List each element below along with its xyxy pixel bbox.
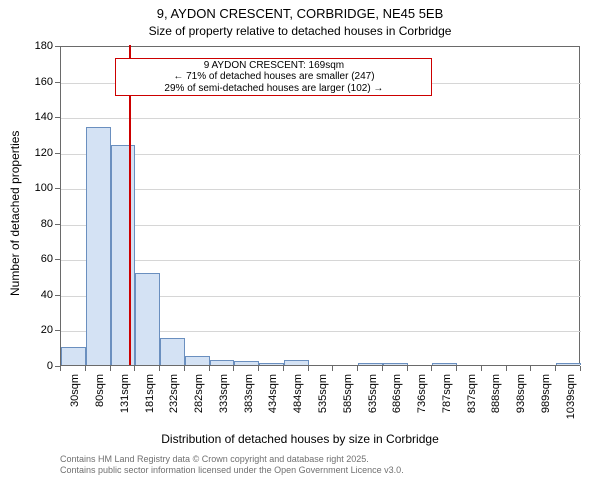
y-tick-mark <box>55 46 60 47</box>
y-tick-label: 20 <box>25 324 53 336</box>
plot-area: 9 AYDON CRESCENT: 169sqm← 71% of detache… <box>60 46 580 366</box>
x-tick-mark <box>580 366 581 371</box>
x-tick-mark <box>134 366 135 371</box>
footer-line1: Contains HM Land Registry data © Crown c… <box>60 454 404 465</box>
x-tick-mark <box>233 366 234 371</box>
x-tick-mark <box>357 366 358 371</box>
x-tick-label: 383sqm <box>243 374 255 413</box>
histogram-bar <box>210 360 235 365</box>
y-tick-label: 160 <box>25 76 53 88</box>
histogram-bar <box>432 363 457 365</box>
annotation-line2: ← 71% of detached houses are smaller (24… <box>119 71 428 83</box>
x-tick-mark <box>407 366 408 371</box>
y-tick-mark <box>55 153 60 154</box>
histogram-bar <box>556 363 581 365</box>
x-tick-mark <box>308 366 309 371</box>
x-tick-label: 736sqm <box>416 374 428 413</box>
x-tick-mark <box>456 366 457 371</box>
y-tick-label: 100 <box>25 182 53 194</box>
x-tick-mark <box>431 366 432 371</box>
histogram-bar <box>234 361 259 365</box>
gridline <box>61 118 581 119</box>
x-tick-mark <box>481 366 482 371</box>
x-tick-mark <box>530 366 531 371</box>
x-tick-label: 181sqm <box>144 374 156 413</box>
x-tick-label: 686sqm <box>391 374 403 413</box>
x-tick-mark <box>555 366 556 371</box>
y-tick-label: 120 <box>25 147 53 159</box>
annotation-box: 9 AYDON CRESCENT: 169sqm← 71% of detache… <box>115 58 432 97</box>
gridline <box>61 154 581 155</box>
chart-title: 9, AYDON CRESCENT, CORBRIDGE, NE45 5EB <box>0 6 600 21</box>
x-tick-mark <box>85 366 86 371</box>
histogram-bar <box>86 127 111 365</box>
x-tick-mark <box>283 366 284 371</box>
x-tick-label: 837sqm <box>466 374 478 413</box>
histogram-bar <box>61 347 86 365</box>
x-tick-label: 434sqm <box>267 374 279 413</box>
x-tick-label: 30sqm <box>69 374 81 407</box>
y-tick-label: 0 <box>25 360 53 372</box>
x-tick-label: 635sqm <box>367 374 379 413</box>
annotation-line3: 29% of semi-detached houses are larger (… <box>119 83 428 95</box>
gridline <box>61 260 581 261</box>
histogram-bar <box>185 356 210 365</box>
y-tick-mark <box>55 224 60 225</box>
y-tick-mark <box>55 82 60 83</box>
x-tick-mark <box>332 366 333 371</box>
y-tick-label: 180 <box>25 40 53 52</box>
x-tick-mark <box>159 366 160 371</box>
x-tick-label: 80sqm <box>94 374 106 407</box>
histogram-bar <box>160 338 185 365</box>
x-tick-label: 131sqm <box>119 374 131 413</box>
y-tick-mark <box>55 259 60 260</box>
histogram-bar <box>284 360 309 365</box>
y-axis-label: Number of detached properties <box>8 131 22 296</box>
footer-line2: Contains public sector information licen… <box>60 465 404 476</box>
y-tick-mark <box>55 117 60 118</box>
x-tick-mark <box>209 366 210 371</box>
x-tick-label: 989sqm <box>540 374 552 413</box>
gridline <box>61 225 581 226</box>
y-tick-mark <box>55 330 60 331</box>
x-tick-mark <box>506 366 507 371</box>
x-axis-label: Distribution of detached houses by size … <box>0 432 600 446</box>
x-tick-label: 282sqm <box>193 374 205 413</box>
x-tick-label: 1039sqm <box>565 374 577 419</box>
x-tick-mark <box>184 366 185 371</box>
x-tick-label: 585sqm <box>342 374 354 413</box>
histogram-bar <box>259 363 284 365</box>
histogram-bar <box>358 363 383 365</box>
histogram-bar <box>111 145 136 365</box>
y-tick-label: 140 <box>25 111 53 123</box>
x-tick-label: 888sqm <box>490 374 502 413</box>
y-tick-label: 80 <box>25 218 53 230</box>
footer-note: Contains HM Land Registry data © Crown c… <box>60 454 404 476</box>
x-tick-label: 484sqm <box>292 374 304 413</box>
x-tick-label: 535sqm <box>317 374 329 413</box>
chart-subtitle: Size of property relative to detached ho… <box>0 24 600 38</box>
y-tick-mark <box>55 295 60 296</box>
x-tick-mark <box>60 366 61 371</box>
annotation-line1: 9 AYDON CRESCENT: 169sqm <box>119 60 428 72</box>
x-tick-mark <box>110 366 111 371</box>
y-tick-label: 40 <box>25 289 53 301</box>
x-tick-label: 787sqm <box>441 374 453 413</box>
x-tick-mark <box>258 366 259 371</box>
x-tick-mark <box>382 366 383 371</box>
x-tick-label: 232sqm <box>168 374 180 413</box>
histogram-bar <box>135 273 160 365</box>
x-tick-label: 333sqm <box>218 374 230 413</box>
y-tick-mark <box>55 188 60 189</box>
x-tick-label: 938sqm <box>515 374 527 413</box>
y-tick-label: 60 <box>25 253 53 265</box>
histogram-bar <box>383 363 408 365</box>
gridline <box>61 189 581 190</box>
